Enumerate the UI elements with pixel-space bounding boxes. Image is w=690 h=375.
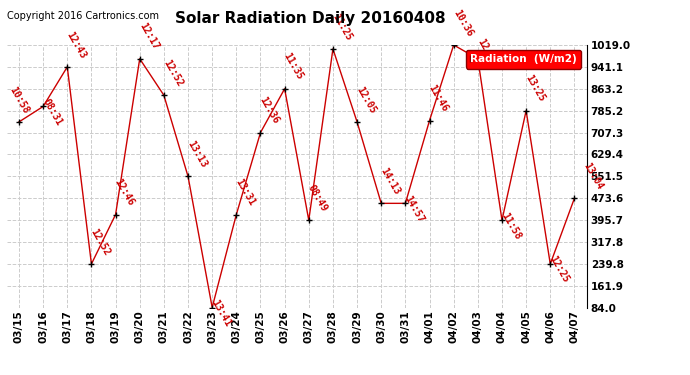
Text: 14:13: 14:13	[378, 166, 402, 196]
Text: 10:58: 10:58	[8, 84, 31, 115]
Text: 12:46: 12:46	[112, 177, 136, 208]
Text: 08:31: 08:31	[40, 97, 63, 128]
Text: 13:04: 13:04	[582, 161, 604, 191]
Text: 12:52: 12:52	[88, 226, 112, 257]
Text: 10:36: 10:36	[451, 8, 474, 38]
Text: 11:25: 11:25	[330, 12, 353, 42]
Text: 12:36: 12:36	[257, 95, 281, 126]
Text: 12:05: 12:05	[354, 84, 377, 115]
Text: 13:31: 13:31	[233, 177, 257, 208]
Text: Copyright 2016 Cartronics.com: Copyright 2016 Cartronics.com	[7, 11, 159, 21]
Text: 13:25: 13:25	[523, 73, 546, 104]
Text: 13:41: 13:41	[209, 298, 233, 328]
Text: 08:49: 08:49	[306, 183, 329, 213]
Text: 12:43: 12:43	[64, 30, 88, 60]
Text: 11:58: 11:58	[499, 211, 522, 241]
Text: 11:46: 11:46	[426, 83, 450, 114]
Legend: Radiation  (W/m2): Radiation (W/m2)	[466, 50, 581, 69]
Text: 12: 12	[475, 37, 490, 52]
Text: 12:17: 12:17	[137, 21, 160, 52]
Text: 12:52: 12:52	[161, 58, 184, 88]
Text: 11:35: 11:35	[282, 51, 305, 82]
Text: 13:13: 13:13	[185, 139, 208, 170]
Text: 14:57: 14:57	[402, 194, 426, 224]
Text: Solar Radiation Daily 20160408: Solar Radiation Daily 20160408	[175, 11, 446, 26]
Text: 12:25: 12:25	[547, 254, 571, 285]
